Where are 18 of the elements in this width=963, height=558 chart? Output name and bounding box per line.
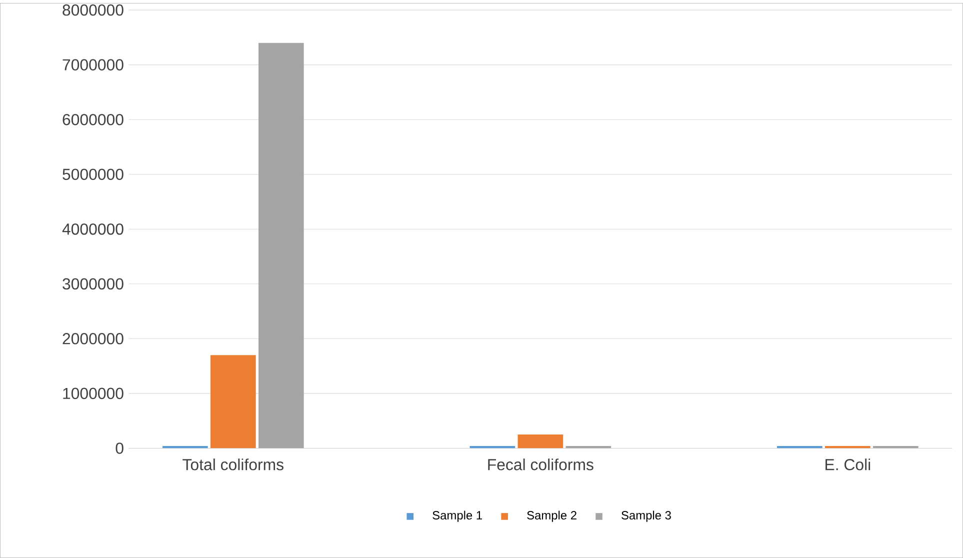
x-tick-label: E. Coli (826, 458, 870, 470)
legend-label: Sample 1 (432, 510, 482, 522)
x-tick-label: Fecal coliforms (488, 458, 594, 470)
legend-label: Sample 3 (622, 510, 671, 522)
y-tick-label: 2000000 (62, 333, 124, 344)
x-tick-label: Total coliforms (182, 458, 284, 470)
y-tick-label: 4000000 (62, 223, 124, 235)
y-tick-label: 3000000 (62, 278, 124, 290)
bar (518, 434, 564, 448)
bar (210, 355, 256, 448)
legend-label: Sample 2 (527, 510, 576, 522)
y-tick-label: 0 (116, 442, 124, 454)
y-tick-label: 5000000 (62, 168, 124, 180)
y-tick-label: 8000000 (62, 4, 124, 16)
y-tick-label: 6000000 (62, 114, 124, 126)
y-tick-label: 1000000 (63, 388, 124, 400)
bar (258, 42, 304, 448)
y-tick-label: 7000000 (62, 59, 124, 70)
